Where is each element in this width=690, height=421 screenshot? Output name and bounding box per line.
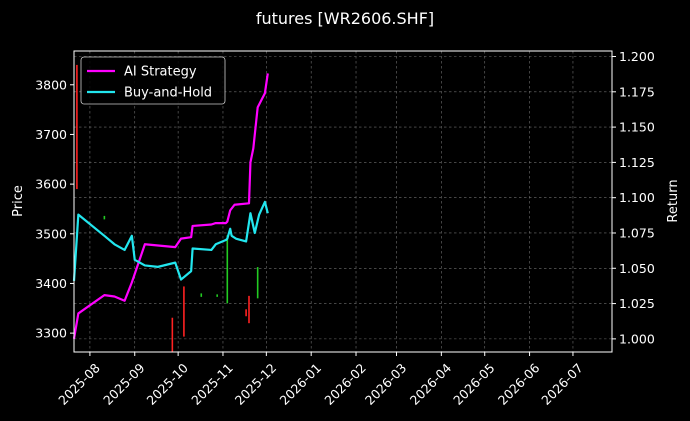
y2-tick-label: 1.100 <box>619 190 655 205</box>
y-tick-label: 3600 <box>35 177 67 192</box>
y2-tick-label: 1.050 <box>619 261 655 276</box>
y2-tick-label: 1.025 <box>619 296 655 311</box>
legend-entry: Buy-and-Hold <box>124 86 212 101</box>
legend-entry: AI Strategy <box>124 65 197 80</box>
series-line-ai-strategy <box>72 73 269 340</box>
series-line-buy-and-hold <box>72 200 269 282</box>
chart-title: futures [WR2606.SHF] <box>256 9 434 28</box>
y-tick-label: 3400 <box>35 276 67 291</box>
price-bars <box>76 64 259 352</box>
y2-tick-label: 1.200 <box>619 49 655 64</box>
y2-tick-label: 1.125 <box>619 155 655 170</box>
y-tick-label: 3700 <box>35 127 67 142</box>
y-axis-label: Price <box>11 185 26 217</box>
series-lines <box>72 73 269 340</box>
y2-tick-label: 1.150 <box>619 120 655 135</box>
y2-tick-label: 1.075 <box>619 225 655 240</box>
y-tick-label: 3800 <box>35 77 67 92</box>
y-tick-label: 3500 <box>35 226 67 241</box>
y2-tick-label: 1.000 <box>619 331 655 346</box>
plot-frame <box>73 50 613 353</box>
legend: AI Strategy Buy-and-Hold <box>80 56 226 105</box>
legend-box <box>80 56 226 105</box>
y-tick-label: 3300 <box>35 326 67 341</box>
y2-tick-label: 1.175 <box>619 84 655 99</box>
y2-axis-label: Return <box>666 179 681 222</box>
